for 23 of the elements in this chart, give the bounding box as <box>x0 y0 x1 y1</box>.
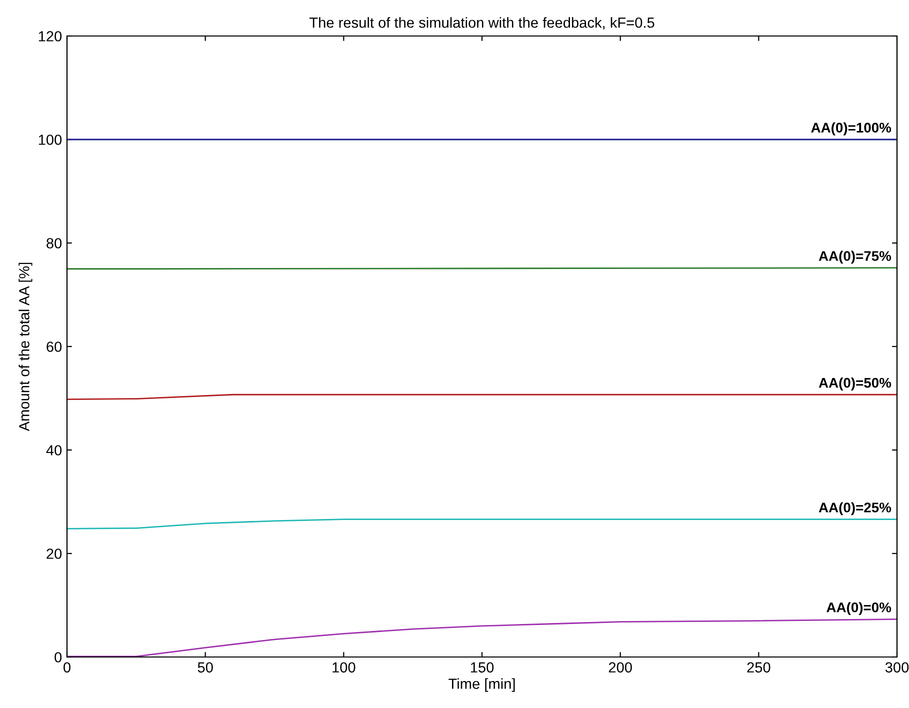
y-axis-title: Amount of the total AA [%] <box>18 262 32 432</box>
x-tick-label: 0 <box>64 662 70 673</box>
series-label: AA(0)=75% <box>818 250 892 264</box>
y-tick-label: 0 <box>54 652 62 662</box>
x-tick-label: 200 <box>608 662 632 673</box>
y-tick-label: 40 <box>46 445 62 456</box>
x-tick-label: 300 <box>885 662 909 673</box>
series-label: AA(0)=25% <box>818 502 892 516</box>
series-label: AA(0)=100% <box>811 122 892 136</box>
x-tick-label: 250 <box>747 662 770 673</box>
line-series <box>67 518 897 530</box>
x-tick-label: 50 <box>198 662 213 673</box>
y-tick-label: 60 <box>46 342 62 352</box>
chart-title: The result of the simulation with the feedback, kF=0.5 <box>309 17 654 30</box>
y-tick-label: 120 <box>38 31 62 42</box>
series-label: AA(0)=0% <box>826 602 892 616</box>
y-tick-label: 20 <box>46 548 62 559</box>
x-tick-label: 100 <box>332 662 356 673</box>
y-tick-label: 100 <box>38 134 62 145</box>
x-tick-label: 150 <box>470 662 494 673</box>
y-tick-label: 80 <box>46 238 62 248</box>
series-label: AA(0)=50% <box>818 378 892 390</box>
x-axis-title: Time [min] <box>448 678 515 692</box>
